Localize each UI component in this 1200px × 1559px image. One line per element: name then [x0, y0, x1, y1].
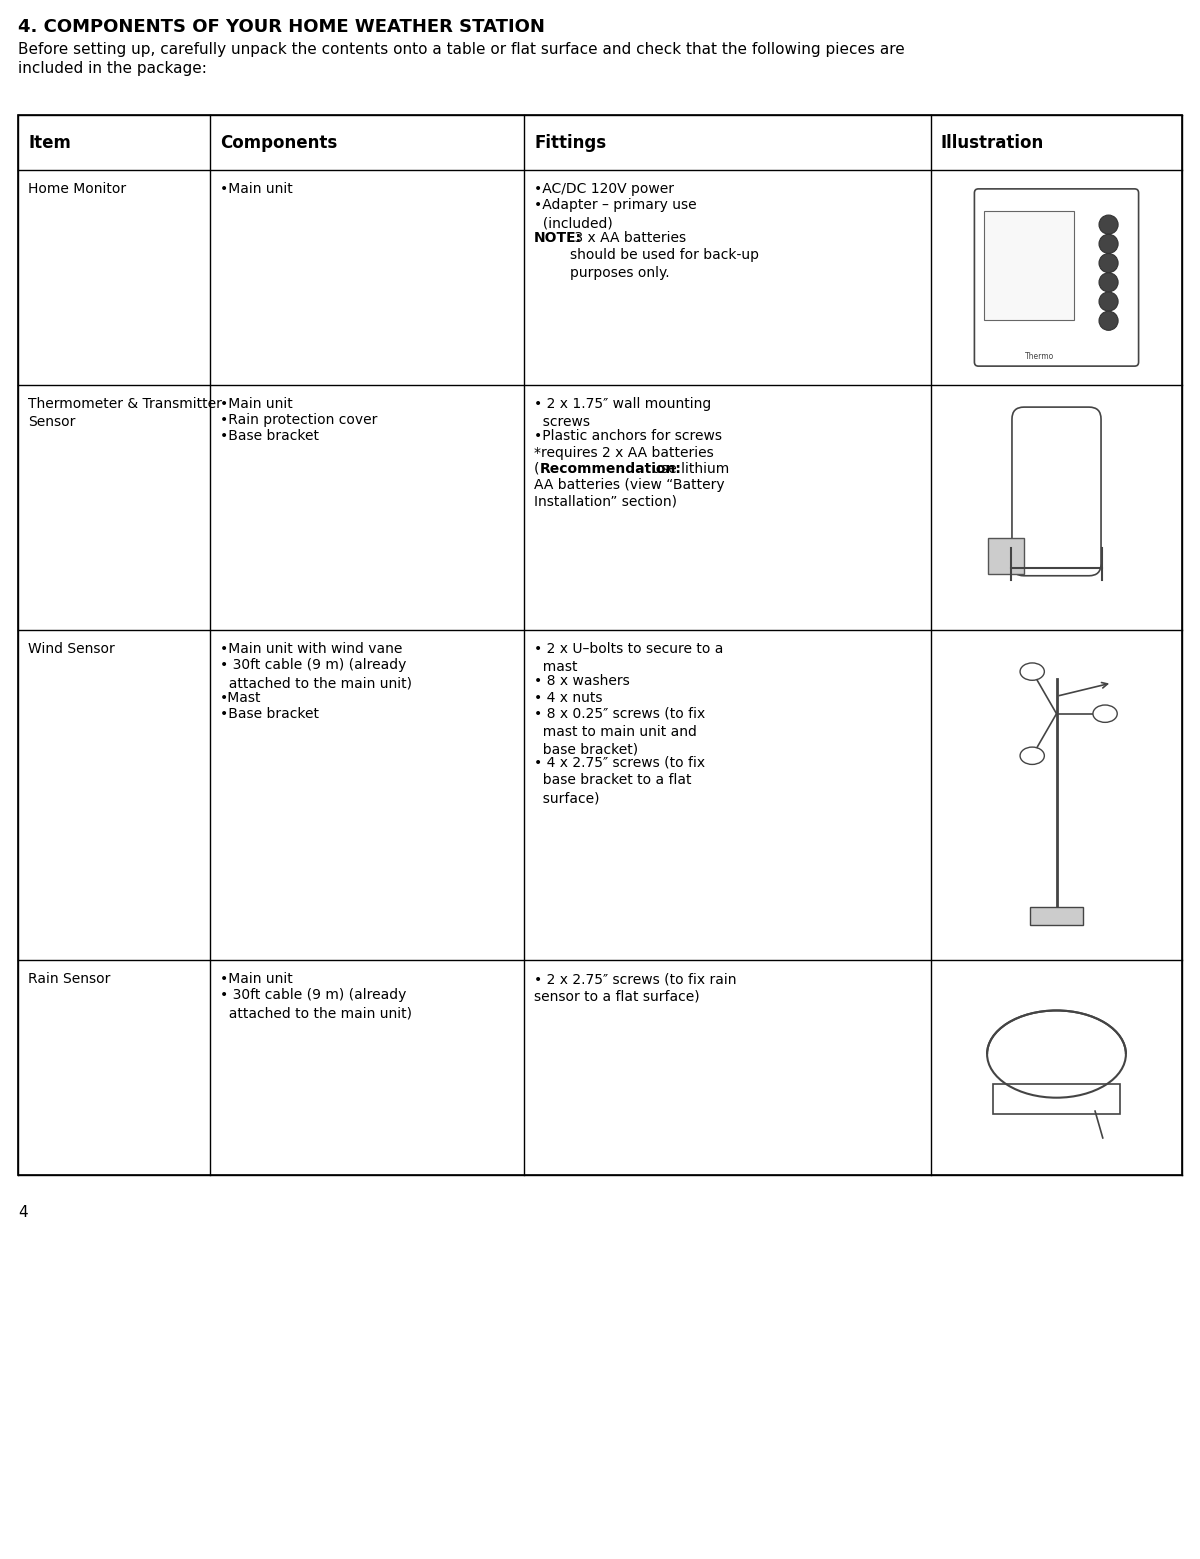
Text: • 30ft cable (9 m) (already
  attached to the main unit): • 30ft cable (9 m) (already attached to … [220, 658, 412, 691]
Text: Item: Item [28, 134, 71, 153]
Text: • 8 x 0.25″ screws (to fix
  mast to main unit and
  base bracket): • 8 x 0.25″ screws (to fix mast to main … [534, 706, 706, 756]
Text: 4. COMPONENTS OF YOUR HOME WEATHER STATION: 4. COMPONENTS OF YOUR HOME WEATHER STATI… [18, 19, 545, 36]
Text: • 4 x 2.75″ screws (to fix
  base bracket to a flat
  surface): • 4 x 2.75″ screws (to fix base bracket … [534, 756, 706, 804]
Text: Thermo: Thermo [1025, 351, 1054, 360]
Text: •Base bracket: •Base bracket [220, 429, 319, 443]
Text: Wind Sensor: Wind Sensor [28, 642, 115, 656]
Text: •Base bracket: •Base bracket [220, 706, 319, 720]
Text: Fittings: Fittings [534, 134, 606, 153]
Circle shape [1099, 254, 1118, 273]
Text: • 4 x nuts: • 4 x nuts [534, 691, 602, 705]
Bar [988, 538, 1024, 574]
Text: •AC/DC 120V power: •AC/DC 120V power [534, 182, 674, 196]
Text: • 2 x 2.75″ screws (to fix rain
sensor to a flat surface): • 2 x 2.75″ screws (to fix rain sensor t… [534, 971, 737, 1004]
Text: • 8 x washers: • 8 x washers [534, 675, 630, 689]
Text: Installation” section): Installation” section) [534, 494, 677, 508]
Text: •Main unit: •Main unit [220, 971, 293, 985]
Text: NOTE:: NOTE: [534, 231, 582, 245]
Text: 4: 4 [18, 1205, 28, 1221]
Text: • 2 x U–bolts to secure to a
  mast: • 2 x U–bolts to secure to a mast [534, 642, 724, 673]
Text: Home Monitor: Home Monitor [28, 182, 126, 196]
Text: *requires 2 x AA batteries: *requires 2 x AA batteries [534, 446, 714, 460]
Text: Thermometer & Transmitter
Sensor: Thermometer & Transmitter Sensor [28, 398, 222, 429]
Text: Illustration: Illustration [941, 134, 1044, 153]
Text: • 30ft cable (9 m) (already
  attached to the main unit): • 30ft cable (9 m) (already attached to … [220, 988, 412, 1020]
Text: (: ( [534, 461, 540, 475]
Bar [18, 115, 1182, 1175]
Ellipse shape [988, 1010, 1126, 1098]
FancyBboxPatch shape [974, 189, 1139, 366]
Text: •Main unit: •Main unit [220, 182, 293, 196]
Bar [992, 1084, 1120, 1115]
Ellipse shape [1020, 663, 1044, 680]
Bar [1031, 907, 1082, 924]
Text: •Plastic anchors for screws: •Plastic anchors for screws [534, 429, 722, 443]
Circle shape [1099, 273, 1118, 292]
Text: •Main unit: •Main unit [220, 398, 293, 412]
Text: AA batteries (view “Battery: AA batteries (view “Battery [534, 479, 725, 493]
Text: •Adapter – primary use
  (included): •Adapter – primary use (included) [534, 198, 697, 231]
Text: •Main unit with wind vane: •Main unit with wind vane [220, 642, 402, 656]
Circle shape [1099, 312, 1118, 331]
Circle shape [1099, 215, 1118, 234]
Text: Before setting up, carefully unpack the contents onto a table or flat surface an: Before setting up, carefully unpack the … [18, 42, 905, 76]
Circle shape [1099, 292, 1118, 312]
Bar [984, 210, 1074, 320]
Text: •Mast: •Mast [220, 691, 262, 705]
Bar [979, 1054, 1134, 1104]
Text: Recommendation:: Recommendation: [540, 461, 682, 475]
Ellipse shape [1020, 747, 1044, 764]
Text: Components: Components [220, 134, 337, 153]
Text: 3 x AA batteries
should be used for back-up
purposes only.: 3 x AA batteries should be used for back… [570, 231, 760, 281]
Text: use lithium: use lithium [648, 461, 730, 475]
FancyBboxPatch shape [1012, 407, 1102, 575]
Text: Rain Sensor: Rain Sensor [28, 971, 110, 985]
Text: •Rain protection cover: •Rain protection cover [220, 413, 377, 427]
Circle shape [1099, 234, 1118, 254]
Text: • 2 x 1.75″ wall mounting
  screws: • 2 x 1.75″ wall mounting screws [534, 398, 712, 429]
Ellipse shape [1093, 705, 1117, 722]
